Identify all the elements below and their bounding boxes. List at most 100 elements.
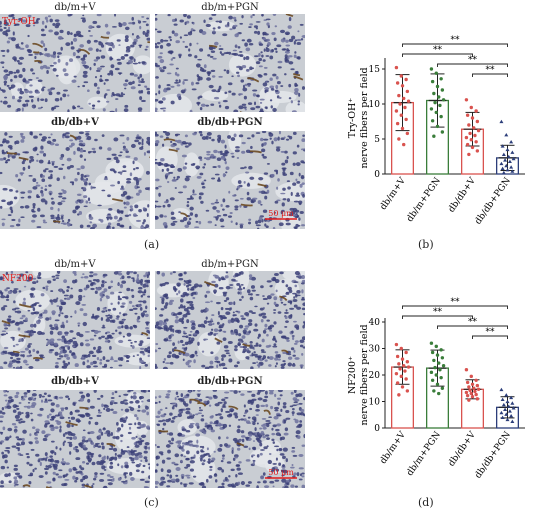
y-tick-label: 10 <box>369 100 381 110</box>
data-point <box>465 380 470 385</box>
significance-label: ** <box>451 36 461 46</box>
significance-bracket <box>437 63 508 67</box>
data-point <box>501 170 506 175</box>
data-point <box>511 156 516 161</box>
data-point <box>504 163 509 168</box>
data-point <box>400 357 405 361</box>
panel-label-d: (d) <box>418 496 434 509</box>
panel-label-a: (a) <box>144 238 160 251</box>
micrograph-tyroh-dbm-pgn <box>155 14 305 112</box>
data-point <box>470 116 475 120</box>
chart-nf200: NF200⁺ nerve fibers per field 0 10 20 30 40 db/… <box>347 298 525 481</box>
data-point <box>397 137 401 141</box>
data-point <box>509 165 514 169</box>
data-point <box>504 412 509 416</box>
data-point <box>399 113 403 117</box>
data-point <box>470 145 475 150</box>
micrograph-title: db/db+V <box>51 117 99 128</box>
data-point <box>430 350 435 355</box>
data-point <box>507 159 512 163</box>
data-point <box>397 393 401 397</box>
data-point <box>467 123 471 127</box>
data-point <box>465 113 470 117</box>
significance-label: ** <box>486 66 496 76</box>
data-point <box>435 124 440 129</box>
data-point <box>429 67 434 71</box>
data-point <box>399 74 403 78</box>
data-point <box>468 131 472 136</box>
data-point <box>475 149 480 153</box>
micrograph-tyroh-dbm-v: Tyr-OH <box>0 14 150 112</box>
data-point <box>434 373 438 377</box>
data-point <box>469 105 473 110</box>
micrograph-nf200-dbdb-v <box>0 390 150 488</box>
data-point <box>501 152 506 156</box>
data-point <box>395 354 400 359</box>
data-point <box>505 168 510 172</box>
data-point <box>404 350 408 355</box>
significance-bracket <box>472 73 508 77</box>
y-tick-label: 5 <box>374 135 380 145</box>
y-axis-label: Try-OH⁺ <box>347 98 358 139</box>
data-point <box>405 89 410 94</box>
data-point <box>475 119 480 124</box>
data-point <box>438 368 442 372</box>
data-point <box>441 98 446 102</box>
data-point <box>510 150 515 154</box>
stain-label: NF200 <box>2 274 34 284</box>
significance-label: ** <box>433 308 443 318</box>
data-point <box>505 399 510 404</box>
data-point <box>505 417 510 422</box>
data-point <box>432 358 436 363</box>
data-point <box>469 138 473 142</box>
data-point <box>433 100 437 105</box>
data-point <box>504 133 509 137</box>
chart-tyroh: Try-OH⁺ nerve fibers per field 0 5 10 15 db/m+… <box>347 36 525 227</box>
data-point <box>395 81 400 85</box>
significance-label: ** <box>451 298 461 308</box>
significance-label: ** <box>433 46 443 56</box>
data-point <box>510 419 515 423</box>
data-point <box>394 371 399 376</box>
data-point <box>437 391 441 396</box>
micrograph-nf200-dbm-pgn <box>155 271 305 369</box>
data-point <box>500 415 505 419</box>
data-point <box>475 383 480 388</box>
x-tick-label: db/m+PGN <box>405 430 443 478</box>
data-point <box>400 126 405 131</box>
data-point <box>464 368 469 372</box>
data-point <box>406 99 411 103</box>
data-point <box>476 128 481 133</box>
data-point <box>441 364 446 368</box>
data-point <box>500 397 505 401</box>
data-point <box>474 392 478 397</box>
data-point <box>435 84 440 89</box>
significance-bracket <box>472 335 508 339</box>
data-point <box>440 130 445 134</box>
micrograph-nf200-dbm-v: NF200 <box>0 271 150 369</box>
data-point <box>509 395 514 400</box>
x-tick-label: db/db+PGN <box>473 430 513 481</box>
data-point <box>430 119 435 123</box>
y-axis-label: nerve fibers per field <box>359 324 370 425</box>
data-point <box>469 391 473 396</box>
data-point <box>405 131 410 136</box>
data-point <box>465 142 470 147</box>
data-point <box>404 77 408 82</box>
data-point <box>464 98 469 102</box>
data-point <box>469 374 473 379</box>
data-point <box>402 96 406 101</box>
data-point <box>474 378 478 382</box>
data-point <box>507 409 512 413</box>
data-point <box>509 140 514 144</box>
data-point <box>405 389 410 393</box>
data-point <box>434 344 438 349</box>
data-point <box>473 133 477 138</box>
data-point <box>464 390 469 395</box>
data-point <box>394 65 399 70</box>
data-point <box>473 389 477 394</box>
significance-bracket <box>402 53 473 57</box>
y-tick-label: 0 <box>374 424 380 434</box>
y-tick-label: 30 <box>369 345 381 355</box>
data-point <box>432 91 436 96</box>
